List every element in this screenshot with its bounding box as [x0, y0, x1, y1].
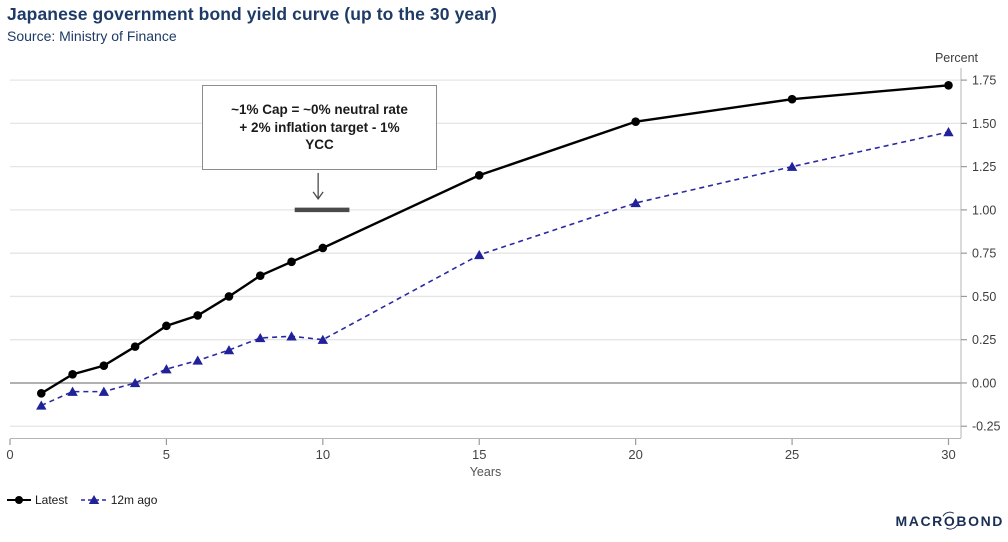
- series-latest: [36, 81, 953, 398]
- data-point-marker: [631, 117, 640, 126]
- data-point-marker: [786, 161, 798, 171]
- chart-title: Japanese government bond yield curve (up…: [7, 4, 497, 24]
- data-point-marker: [317, 334, 329, 344]
- y-tick-label: 0.00: [972, 376, 996, 390]
- annotation-line: ~1% Cap = ~0% neutral rate: [231, 101, 408, 117]
- y-tick-label: 0.25: [972, 333, 996, 347]
- data-point-marker: [36, 389, 46, 398]
- data-point-marker: [286, 331, 297, 341]
- annotation-box: ~1% Cap = ~0% neutral rate + 2% inflatio…: [202, 85, 437, 170]
- data-point-marker: [287, 257, 296, 267]
- macrobond-logo: MACROBOND: [895, 513, 1004, 529]
- data-point-marker: [36, 400, 47, 410]
- gridlines: [10, 79, 961, 427]
- data-point-marker: [162, 321, 171, 331]
- latest-series-marker-icon: [7, 496, 31, 504]
- y-tick-label: 1.00: [972, 203, 996, 217]
- x-axis-title: Years: [469, 465, 502, 479]
- data-point-marker: [224, 292, 234, 301]
- x-tick-label: 30: [941, 447, 955, 462]
- legend-item-latest: Latest: [7, 493, 68, 507]
- data-point-marker: [192, 355, 203, 365]
- data-point-marker: [68, 370, 77, 379]
- legend-label-latest: Latest: [35, 493, 68, 507]
- chart-source: Source: Ministry of Finance: [7, 28, 177, 44]
- 12m-ago-series-marker-icon: [80, 495, 107, 504]
- y-tick-label: 0.50: [972, 290, 996, 304]
- x-axis: 0 5 10 15 20 25 30: [6, 438, 961, 462]
- data-point-marker: [474, 249, 485, 260]
- data-point-marker: [130, 342, 140, 351]
- logo-text: MACR: [895, 513, 944, 529]
- x-tick-label: 25: [785, 447, 799, 462]
- data-point-marker: [474, 170, 484, 180]
- x-tick-label: 10: [316, 447, 330, 462]
- data-point-marker: [943, 127, 954, 137]
- series-12m-ago: [36, 127, 954, 410]
- data-point-marker: [255, 332, 266, 343]
- data-point-marker: [318, 243, 328, 253]
- y-tick-label: 1.75: [972, 74, 996, 88]
- y-tick-label: 1.25: [972, 160, 996, 174]
- logo-orbit-o-icon: O: [943, 513, 957, 529]
- legend: Latest 12m ago: [7, 492, 157, 508]
- x-tick-label: 5: [163, 447, 170, 462]
- y-tick-label: 1.50: [972, 117, 996, 131]
- data-point-marker: [161, 364, 172, 374]
- data-point-marker: [98, 386, 110, 396]
- data-point-marker: [223, 345, 235, 355]
- data-point-marker: [787, 94, 797, 104]
- data-point-marker: [67, 386, 78, 396]
- x-tick-label: 15: [472, 447, 486, 462]
- data-point-marker: [99, 361, 109, 370]
- data-point-marker: [630, 197, 641, 208]
- logo-text: BOND: [956, 513, 1004, 529]
- legend-label-12m-ago: 12m ago: [110, 493, 158, 507]
- annotation-line: + 2% inflation target - 1%: [239, 119, 400, 135]
- x-tick-label: 20: [628, 447, 642, 462]
- y-tick-label: 0.75: [972, 247, 996, 261]
- annotation-arrow: [312, 172, 324, 201]
- y-tick-label: -0.25: [972, 420, 1001, 434]
- y-axis-unit-label: Percent: [934, 51, 979, 65]
- data-point-marker: [944, 81, 953, 90]
- data-point-marker: [193, 311, 202, 320]
- data-point-marker: [255, 271, 265, 280]
- y-axis: -0.25 0.00 0.25 0.50 0.75 1.00 1.25 1.50 1.75: [960, 68, 1001, 438]
- annotation-line: YCC: [305, 137, 334, 153]
- x-tick-label: 0: [6, 447, 13, 462]
- legend-item-12m-ago: 12m ago: [80, 493, 158, 507]
- data-point-marker: [129, 377, 141, 388]
